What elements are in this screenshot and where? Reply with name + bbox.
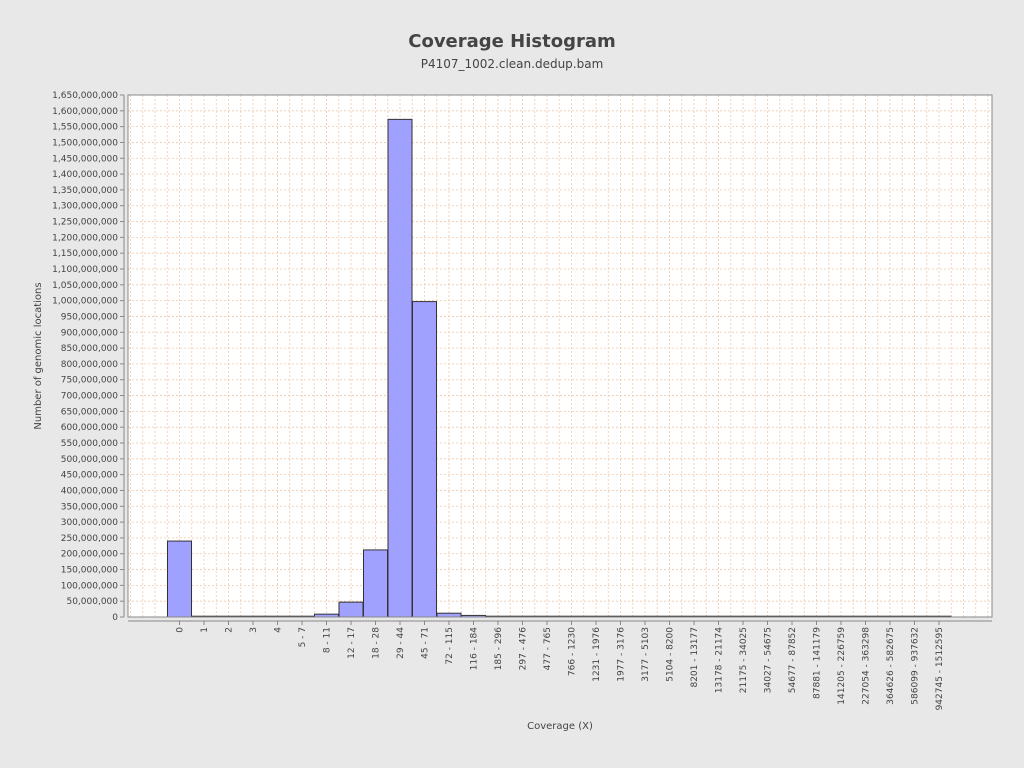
x-tick-label: 5104 - 8200: [666, 627, 676, 682]
y-axis-title: Number of genomic locations: [33, 282, 44, 429]
y-tick-label: 350,000,000: [61, 502, 119, 512]
y-tick-label: 850,000,000: [61, 344, 119, 354]
x-tick-label: 2: [225, 627, 235, 633]
y-tick-label: 1,200,000,000: [52, 233, 118, 243]
y-tick-label: 500,000,000: [61, 455, 119, 465]
y-tick-label: 1,600,000,000: [52, 107, 118, 117]
y-tick-label: 800,000,000: [61, 360, 119, 370]
y-tick-label: 1,300,000,000: [52, 202, 118, 212]
histogram-bar: [363, 549, 388, 618]
x-tick-label: 0: [176, 627, 186, 633]
x-axis-ticks: 0 1 2 3 4 5 - 7 8 - 11 12 - 17 18 - 28 29 - 44 45 …: [176, 621, 945, 710]
x-tick-label: 21175 - 34025: [739, 627, 749, 693]
y-tick-label: 200,000,000: [61, 550, 119, 560]
y-tick-label: 50,000,000: [66, 597, 118, 607]
y-tick-label: 0: [112, 613, 118, 623]
x-tick-label: 1231 - 1976: [592, 627, 602, 682]
y-tick-label: 1,550,000,000: [52, 123, 118, 133]
plot-border: [127, 94, 993, 618]
x-tick-label: 45 - 71: [421, 627, 431, 659]
y-tick-label: 650,000,000: [61, 407, 119, 417]
histogram-bar: [338, 601, 364, 618]
x-tick-label: 141205 - 226759: [837, 627, 847, 705]
x-tick-label: 12 - 17: [347, 627, 357, 659]
x-tick-label: 364626 - 582675: [886, 627, 896, 705]
x-tick-label: 8 - 11: [323, 627, 333, 653]
x-tick-label: 54677 - 87852: [788, 627, 798, 693]
x-tick-label: 34027 - 54675: [764, 627, 774, 693]
y-tick-label: 1,000,000,000: [52, 297, 118, 307]
x-tick-label: 72 - 115: [445, 627, 455, 665]
x-tick-label: 116 - 184: [470, 627, 480, 671]
x-tick-label: 8201 - 13177: [690, 627, 700, 688]
histogram-bar: [436, 612, 462, 618]
chart-subtitle: P4107_1002.clean.dedup.bam: [420, 57, 604, 71]
y-tick-label: 1,150,000,000: [52, 249, 118, 259]
histogram-bar: [387, 118, 413, 618]
y-tick-label: 400,000,000: [61, 486, 119, 496]
x-axis-title: Coverage (X): [527, 721, 593, 732]
x-tick-label: 297 - 476: [519, 627, 529, 671]
histogram-bar: [167, 540, 192, 618]
x-tick-label: 766 - 1230: [568, 627, 578, 676]
x-tick-label: 29 - 44: [396, 627, 406, 659]
x-tick-label: 227054 - 363298: [862, 627, 872, 705]
x-tick-label: 3177 - 5103: [641, 627, 651, 682]
x-tick-label: 13178 - 21174: [715, 627, 725, 694]
x-tick-label: 477 - 765: [543, 627, 553, 670]
y-tick-label: 1,250,000,000: [52, 218, 118, 228]
y-tick-label: 550,000,000: [61, 439, 119, 449]
y-tick-label: 150,000,000: [61, 566, 119, 576]
y-tick-label: 1,050,000,000: [52, 281, 118, 291]
x-tick-label: 185 - 296: [494, 627, 504, 671]
x-tick-label: 586099 - 937632: [911, 627, 921, 705]
y-tick-label: 450,000,000: [61, 471, 119, 481]
y-tick-label: 950,000,000: [61, 312, 119, 322]
histogram-bar: [412, 301, 437, 618]
x-tick-label: 4: [274, 627, 284, 633]
x-tick-label: 1: [200, 627, 210, 633]
y-tick-label: 250,000,000: [61, 534, 119, 544]
y-tick-label: 700,000,000: [61, 392, 119, 402]
y-tick-label: 1,450,000,000: [52, 154, 118, 164]
x-tick-label: 87881 - 141179: [813, 627, 823, 699]
x-tick-label: 18 - 28: [372, 627, 382, 659]
x-tick-label: 942745 - 1512595: [935, 627, 945, 710]
x-tick-label: 1977 - 3176: [617, 627, 627, 682]
y-axis-ticks: 0 50,000,000 100,000,000 150,000,000 200,000…: [52, 91, 124, 623]
y-tick-label: 300,000,000: [61, 518, 119, 528]
y-tick-label: 1,350,000,000: [52, 186, 118, 196]
y-tick-label: 900,000,000: [61, 328, 119, 338]
y-tick-label: 1,100,000,000: [52, 265, 118, 275]
plot-area: [128, 95, 992, 617]
y-tick-label: 100,000,000: [61, 581, 119, 591]
y-tick-label: 1,400,000,000: [52, 170, 118, 180]
y-tick-label: 1,650,000,000: [52, 91, 118, 101]
x-tick-label: 3: [249, 627, 259, 633]
y-tick-label: 1,500,000,000: [52, 138, 118, 148]
grid-lines: [128, 94, 992, 618]
x-tick-label: 5 - 7: [298, 627, 308, 647]
y-tick-label: 750,000,000: [61, 376, 119, 386]
y-tick-label: 600,000,000: [61, 423, 119, 433]
chart-title: Coverage Histogram: [408, 31, 616, 52]
